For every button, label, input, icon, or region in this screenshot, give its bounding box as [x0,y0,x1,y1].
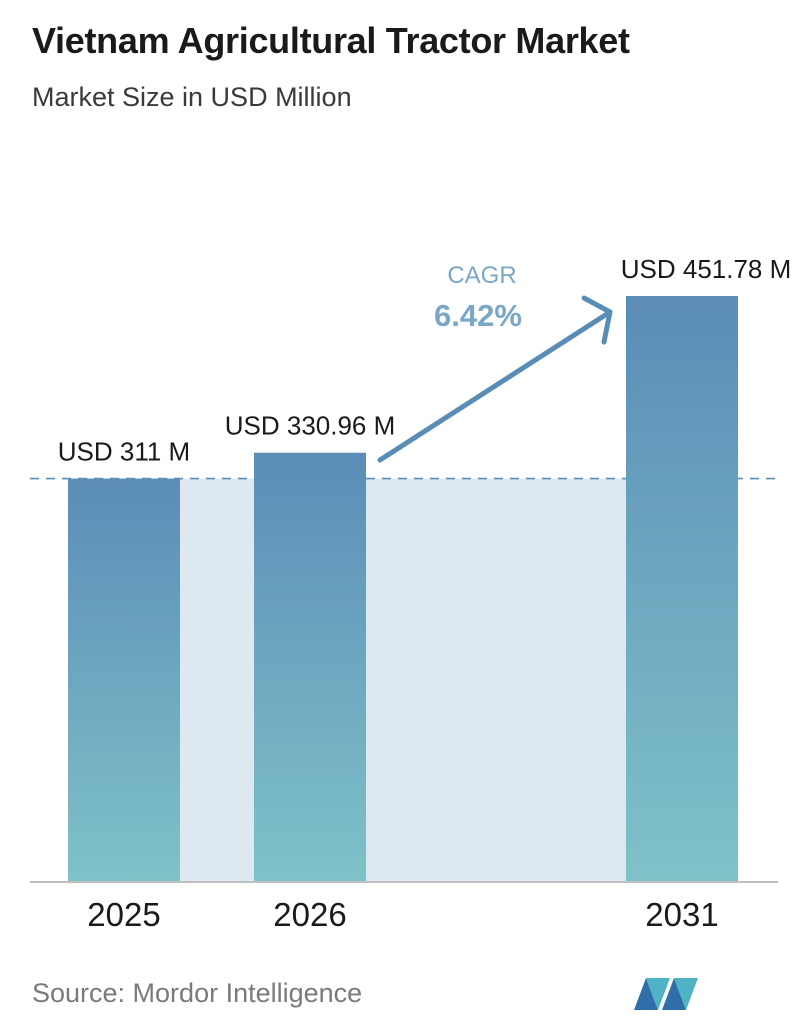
value-label-2026: USD 330.96 M [225,411,396,441]
cagr-label: CAGR [447,262,516,289]
cagr-arrow [377,309,613,463]
bar-chart: USD 311 M 2025 USD 330.96 M 2026 USD 451.78 … [30,254,791,933]
value-label-2031: USD 451.78 M [621,254,792,284]
value-label-2025: USD 311 M [58,437,190,467]
mordor-intelligence-logo-icon [634,978,698,1010]
bar-2031 [626,296,738,882]
bar-2026 [254,452,366,882]
bars-group [68,296,738,882]
chart-subtitle: Market Size in USD Million [32,82,352,112]
cagr-value: 6.42% [434,298,522,333]
labels-group: USD 311 M 2025 USD 330.96 M 2026 USD 451.78 … [58,254,791,933]
x-tick-label-2026: 2026 [273,896,346,933]
bar-2025 [68,478,180,882]
chart-title: Vietnam Agricultural Tractor Market [32,20,630,61]
x-tick-label-2025: 2025 [87,896,160,933]
x-tick-label-2031: 2031 [645,896,718,933]
cagr-annotation: CAGR 6.42% [377,262,613,463]
cagr-arrow-head [581,295,613,345]
source-note: Source: Mordor Intelligence [32,978,363,1008]
